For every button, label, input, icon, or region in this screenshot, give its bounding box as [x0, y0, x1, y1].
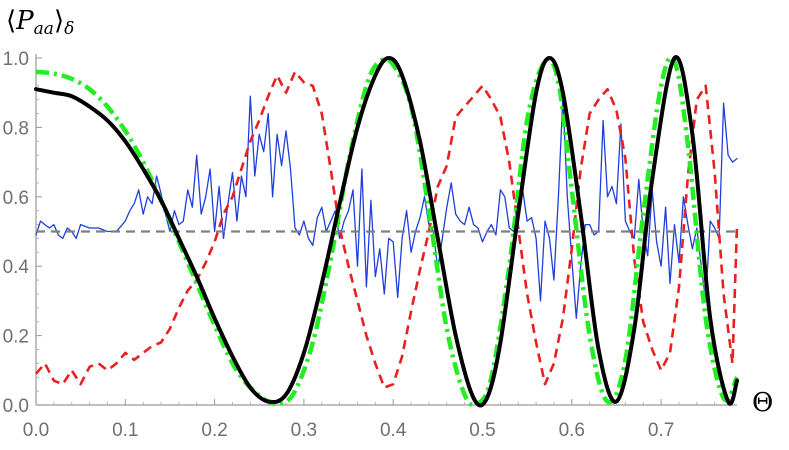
y-tick-label: 0.6 [3, 188, 29, 209]
series-red-dashed [35, 70, 739, 389]
y-tick-label: 0.4 [3, 257, 30, 278]
x-tick-label: 0.1 [112, 420, 138, 441]
series-green-dashdot [35, 55, 740, 408]
y-tick-label: 0.8 [3, 118, 29, 139]
x-tick-label: 0.6 [559, 420, 585, 441]
series-blue-thin [35, 95, 738, 319]
x-tick-label: 0.5 [469, 420, 495, 441]
series-group [34, 55, 740, 408]
tick-labels: 0.0 0.1 0.2 0.3 0.4 0.5 0.6 0.7 0.0 0.2 0.4 0.6 0.8 1… [3, 49, 675, 441]
series-black-solid [34, 55, 739, 408]
y-tick-label: 0.2 [3, 327, 29, 348]
x-tick-label: 0.2 [201, 420, 227, 441]
y-tick-label: 0.0 [3, 396, 29, 417]
x-tick-label: 0.0 [23, 420, 49, 441]
axes [35, 54, 737, 406]
x-axis-label: Θ [752, 388, 773, 418]
x-tick-label: 0.4 [380, 420, 407, 441]
y-axis-label: ⟨Paa⟩δ [6, 6, 74, 39]
x-tick-label: 0.7 [648, 420, 674, 441]
x-tick-label: 0.3 [291, 420, 317, 441]
y-tick-label: 1.0 [3, 49, 29, 70]
